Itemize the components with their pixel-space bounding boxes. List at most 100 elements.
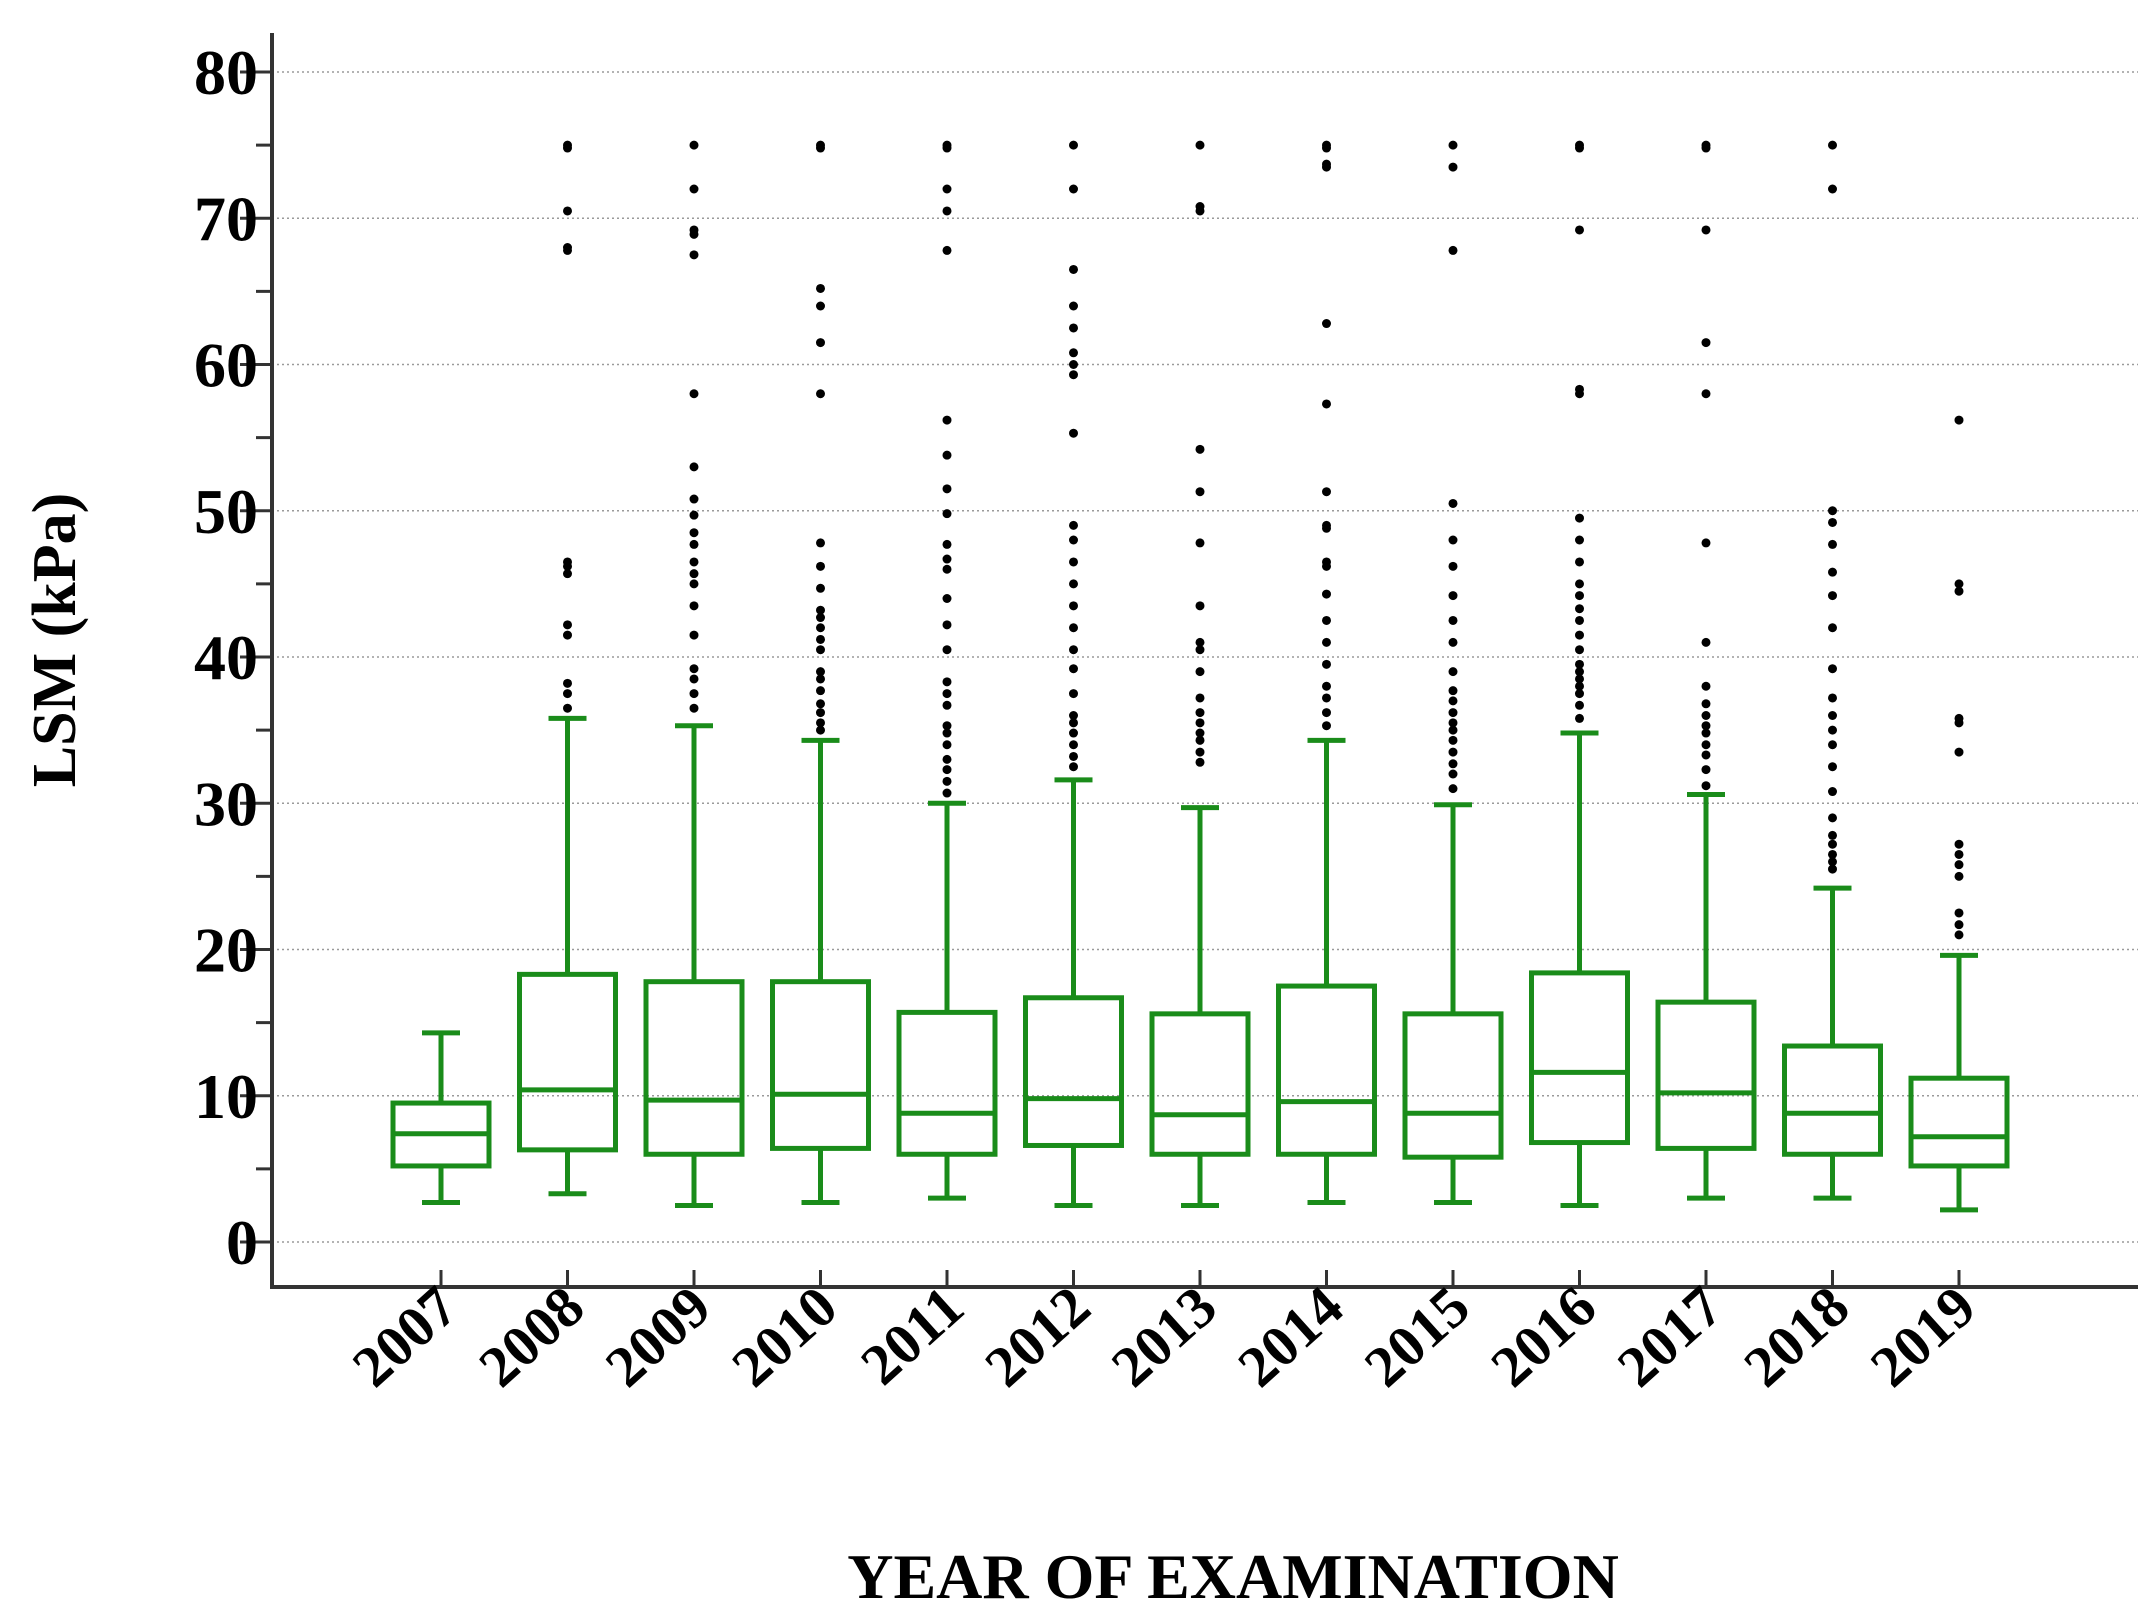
outlier-point	[942, 645, 952, 655]
outlier-point	[1322, 659, 1331, 669]
outlier-point	[1069, 323, 1078, 333]
outlier-point	[1322, 615, 1331, 625]
outlier-point	[1828, 693, 1837, 703]
outlier-point	[689, 703, 699, 713]
outlier-point	[816, 674, 825, 684]
outlier-point	[1701, 338, 1711, 348]
y-tick-label: 50	[194, 476, 258, 547]
outlier-point	[1069, 601, 1078, 611]
outlier-point	[1954, 930, 1964, 940]
outlier-point	[816, 613, 825, 623]
outlier-point	[942, 728, 952, 738]
outlier-point	[942, 721, 952, 731]
outlier-point	[1701, 389, 1711, 399]
box-iqr	[1276, 983, 1377, 1157]
outliers-layer	[563, 140, 1964, 940]
outlier-point	[816, 389, 825, 399]
outlier-point	[1322, 557, 1331, 567]
x-tick-label: 2010	[720, 1273, 850, 1399]
outlier-point	[1954, 586, 1964, 596]
outlier-point	[1701, 781, 1711, 791]
outlier-point	[816, 634, 825, 644]
outlier-point	[942, 776, 952, 786]
outlier-point	[689, 184, 699, 194]
outlier-point	[1575, 604, 1584, 614]
outlier-point	[1954, 871, 1964, 881]
box-2016	[1529, 730, 1630, 1208]
outlier-point	[816, 583, 825, 593]
outlier-point	[1575, 513, 1584, 523]
outlier-point	[1195, 728, 1205, 738]
outlier-point	[1954, 747, 1964, 757]
outlier-point	[1575, 557, 1584, 567]
outlier-point	[1828, 623, 1837, 633]
y-axis-ticks: 0 10 20 30 40 50 60 70 80	[194, 37, 272, 1278]
outlier-point	[689, 557, 699, 567]
box-iqr	[770, 979, 871, 1151]
outlier-point	[1322, 721, 1331, 731]
y-tick-label: 60	[194, 330, 258, 401]
outlier-point	[1954, 579, 1964, 589]
outlier-point	[816, 605, 825, 615]
outlier-point	[1828, 725, 1837, 735]
outlier-point	[1069, 428, 1078, 438]
outlier-point	[1448, 718, 1458, 728]
outlier-point	[1828, 567, 1837, 577]
outlier-point	[689, 140, 699, 150]
outlier-point	[942, 140, 952, 150]
outlier-point	[942, 245, 952, 255]
outlier-point	[1322, 487, 1331, 497]
box-iqr	[896, 1009, 998, 1157]
outlier-point	[563, 620, 572, 630]
outlier-point	[1575, 645, 1584, 655]
outlier-point	[1195, 538, 1205, 548]
box-iqr	[1149, 1011, 1251, 1157]
box-2015	[1402, 802, 1504, 1206]
outlier-point	[1954, 849, 1964, 859]
outlier-point	[563, 140, 572, 150]
outlier-point	[1322, 693, 1331, 703]
outlier-point	[1195, 140, 1205, 150]
outlier-point	[1575, 591, 1584, 601]
outlier-point	[1448, 747, 1458, 757]
outlier-point	[1575, 659, 1584, 669]
outlier-point	[1069, 762, 1078, 772]
outlier-point	[1448, 667, 1458, 677]
outlier-point	[942, 754, 952, 764]
outlier-point	[689, 664, 699, 674]
outlier-point	[1322, 399, 1331, 409]
box-iqr	[1655, 999, 1757, 1151]
outlier-point	[1069, 664, 1078, 674]
outlier-point	[1069, 751, 1078, 761]
x-tick-label: 2009	[593, 1273, 723, 1399]
outlier-point	[1828, 539, 1837, 549]
outlier-point	[1448, 561, 1458, 571]
outlier-point	[689, 494, 699, 504]
outlier-point	[1069, 184, 1078, 194]
outlier-point	[1448, 735, 1458, 745]
outlier-point	[1828, 787, 1837, 797]
outlier-point	[1701, 140, 1711, 150]
outlier-point	[1701, 728, 1711, 738]
outlier-point	[1828, 140, 1837, 150]
outlier-point	[1069, 711, 1078, 720]
outlier-point	[1575, 674, 1584, 684]
outlier-point	[1069, 718, 1078, 728]
outlier-point	[1575, 681, 1584, 691]
outlier-point	[942, 700, 952, 710]
box-2017	[1655, 791, 1757, 1201]
outlier-point	[1069, 348, 1078, 358]
outlier-point	[1828, 864, 1837, 874]
outlier-point	[1954, 908, 1964, 918]
outlier-point	[1575, 689, 1584, 699]
outlier-point	[1701, 750, 1711, 760]
outlier-point	[942, 788, 952, 798]
outlier-point	[689, 689, 699, 699]
outlier-point	[942, 509, 952, 519]
outlier-point	[689, 250, 699, 260]
outlier-point	[1448, 759, 1458, 769]
outlier-point	[1575, 667, 1584, 677]
y-tick-label: 0	[226, 1207, 258, 1278]
outlier-point	[1828, 517, 1837, 527]
box-2018	[1782, 885, 1883, 1201]
